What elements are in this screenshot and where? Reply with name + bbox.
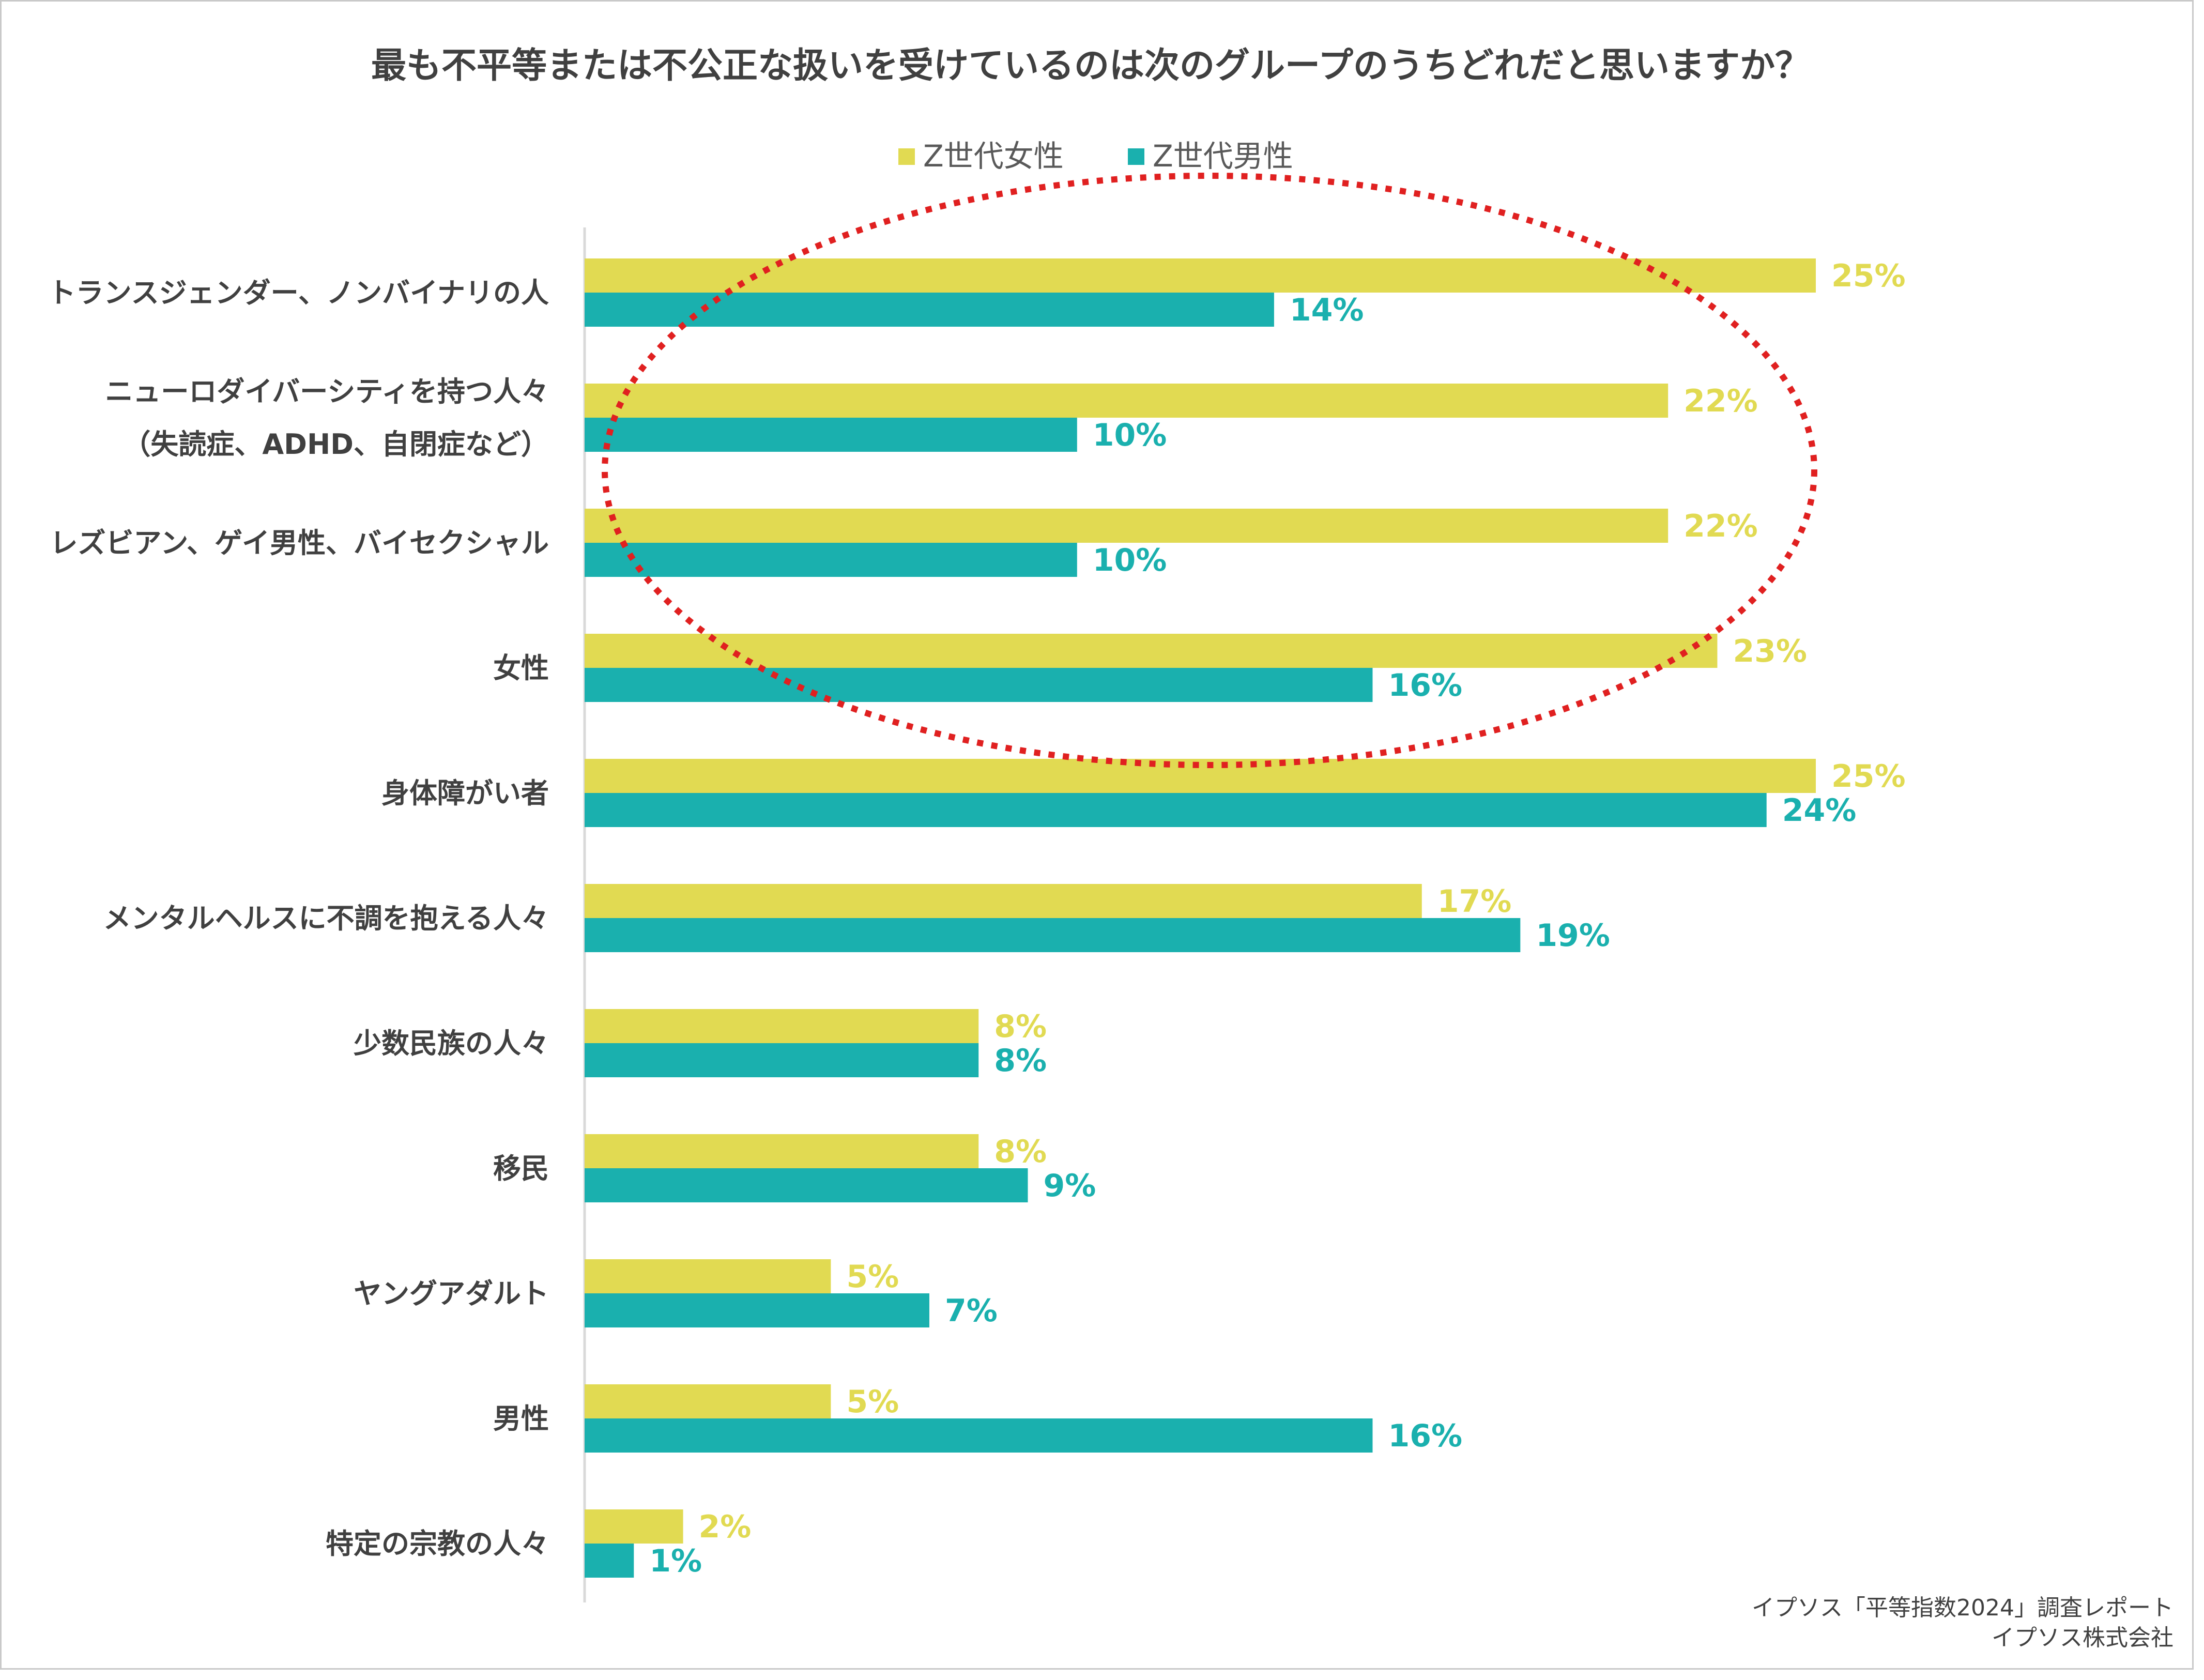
category-label-3: 女性 — [493, 652, 549, 684]
bar-gen-z-men-5 — [585, 918, 1521, 952]
category-label-5: メンタルヘルスに不調を抱える人々 — [103, 902, 549, 935]
bar-gen-z-women-10 — [585, 1509, 683, 1544]
value-label-gen-z-women-8: 5% — [846, 1259, 899, 1295]
bar-gen-z-women-8 — [585, 1259, 831, 1293]
bar-gen-z-women-5 — [585, 884, 1422, 918]
value-label-gen-z-women-7: 8% — [994, 1134, 1047, 1170]
value-label-gen-z-women-9: 5% — [846, 1384, 899, 1420]
bar-gen-z-women-9 — [585, 1384, 831, 1418]
category-label-4: 身体障がい者 — [381, 777, 549, 810]
legend-swatch-gen-z-women — [898, 148, 915, 165]
value-label-gen-z-men-10: 1% — [649, 1543, 702, 1579]
category-label-8: ヤングアダルト — [354, 1277, 549, 1310]
value-label-gen-z-women-3: 23% — [1733, 633, 1807, 669]
bar-gen-z-women-3 — [585, 634, 1718, 668]
category-label-9: 男性 — [493, 1402, 549, 1435]
bar-gen-z-men-1 — [585, 418, 1077, 452]
value-label-gen-z-men-8: 7% — [945, 1293, 998, 1329]
bar-gen-z-women-4 — [585, 759, 1816, 793]
value-label-gen-z-men-1: 10% — [1093, 417, 1167, 453]
category-label-7: 移民 — [493, 1152, 549, 1185]
value-label-gen-z-women-2: 22% — [1683, 508, 1758, 544]
bar-gen-z-men-10 — [585, 1544, 634, 1578]
category-label-0: トランスジェンダー、ノンバイナリの人 — [48, 277, 549, 309]
source-line-1: イプソス「平等指数2024」調査レポート — [1752, 1595, 2174, 1621]
category-label-2: レズビアン、ゲイ男性、バイセクシャル — [50, 527, 549, 559]
category-label-6: 少数民族の人々 — [354, 1027, 549, 1060]
labels-layer: 25% 14% トランスジェンダー、ノンバイナリの人 22% 10% ニューロダイバーシテ… — [48, 258, 1906, 1579]
bar-gen-z-women-2 — [585, 509, 1669, 543]
bar-gen-z-men-6 — [585, 1043, 979, 1077]
legend-label-gen-z-women: Z世代女性 — [923, 139, 1064, 174]
category-label-1-line-0: ニューロダイバーシティを持つ人々 — [105, 375, 549, 408]
value-label-gen-z-women-10: 2% — [699, 1509, 752, 1545]
bar-gen-z-women-1 — [585, 384, 1669, 418]
value-label-gen-z-women-4: 25% — [1831, 758, 1906, 795]
value-label-gen-z-men-6: 8% — [994, 1043, 1047, 1079]
source-line-2: イプソス株式会社 — [1992, 1625, 2174, 1651]
value-label-gen-z-men-0: 14% — [1290, 292, 1364, 328]
bar-gen-z-men-3 — [585, 668, 1373, 702]
category-label-1-line-1: （失読症、ADHD、自閉症など） — [123, 428, 549, 461]
bar-gen-z-men-0 — [585, 293, 1274, 327]
legend-swatch-gen-z-men — [1128, 148, 1144, 165]
bars-layer — [585, 258, 1816, 1578]
value-label-gen-z-men-7: 9% — [1044, 1168, 1096, 1204]
bar-gen-z-women-0 — [585, 258, 1816, 293]
value-label-gen-z-men-4: 24% — [1782, 792, 1857, 829]
category-label-10: 特定の宗教の人々 — [326, 1528, 549, 1560]
bar-gen-z-men-7 — [585, 1168, 1028, 1202]
value-label-gen-z-men-3: 16% — [1388, 667, 1462, 704]
chart-title: 最も不平等または不公正な扱いを受けているのは次のグループのうちどれだと思いますか… — [371, 45, 1810, 86]
value-label-gen-z-women-5: 17% — [1437, 883, 1512, 920]
value-label-gen-z-men-9: 16% — [1388, 1418, 1462, 1454]
bar-gen-z-men-4 — [585, 793, 1767, 827]
legend: Z世代女性 Z世代男性 — [898, 139, 1293, 174]
bar-gen-z-men-8 — [585, 1293, 929, 1327]
bar-gen-z-men-9 — [585, 1418, 1373, 1453]
highlight-ellipse-annotation — [602, 173, 1817, 768]
bar-gen-z-women-6 — [585, 1009, 979, 1043]
legend-label-gen-z-men: Z世代男性 — [1153, 139, 1293, 174]
value-label-gen-z-women-1: 22% — [1683, 383, 1758, 419]
bar-gen-z-women-7 — [585, 1134, 979, 1168]
bar-gen-z-men-2 — [585, 543, 1077, 577]
value-label-gen-z-women-6: 8% — [994, 1009, 1047, 1045]
value-label-gen-z-men-2: 10% — [1093, 542, 1167, 578]
value-label-gen-z-women-0: 25% — [1831, 258, 1906, 294]
value-label-gen-z-men-5: 19% — [1536, 918, 1610, 954]
